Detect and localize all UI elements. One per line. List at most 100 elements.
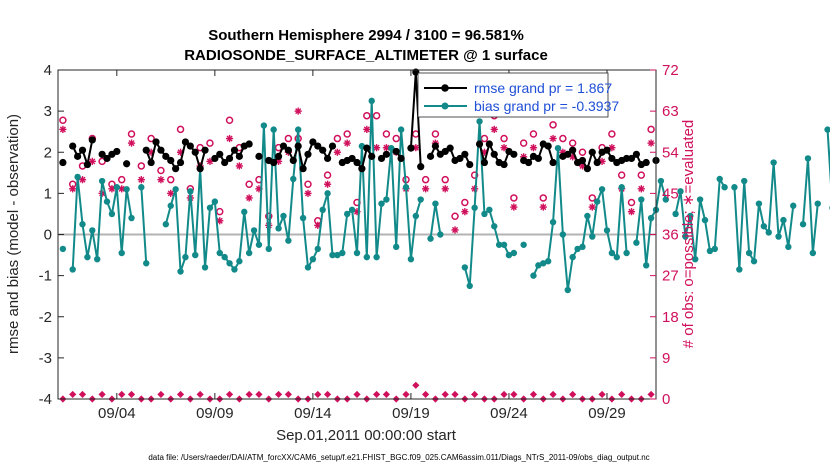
rmse-point <box>103 154 111 163</box>
bias-point <box>182 253 189 261</box>
obs-evaluated-point <box>529 144 538 152</box>
bias-point <box>187 188 194 195</box>
obs-count-point <box>118 390 126 399</box>
rmse-point <box>196 165 204 173</box>
bias-point <box>407 255 415 263</box>
rmse-point <box>417 163 425 171</box>
bias-point <box>574 245 581 253</box>
bias-point <box>471 204 478 211</box>
obs-count-point <box>412 381 420 389</box>
y-tick-label: -2 <box>39 309 52 326</box>
rmse-point <box>328 142 337 150</box>
bias-point <box>755 200 763 207</box>
rmse-point <box>162 152 170 160</box>
bias-point <box>324 190 331 197</box>
rmse-point <box>353 158 361 167</box>
obs-possible-point <box>265 212 273 220</box>
rmse-point <box>147 158 155 167</box>
legend-bias-label: bias grand pr = -0.3937 <box>474 98 619 114</box>
y-right-tick-label: 27 <box>662 268 679 285</box>
bias-point <box>285 237 292 244</box>
bias-point <box>393 243 400 251</box>
obs-evaluated-point <box>422 185 430 193</box>
obs-count-point <box>78 390 87 399</box>
chart-title-line1: Southern Hemisphere 2994 / 3100 = 96.581… <box>208 27 524 44</box>
bias-point <box>221 253 228 261</box>
bias-point <box>540 260 547 267</box>
y-tick-label: -4 <box>39 391 52 408</box>
axis-tick-layer: 09/04 09/09 09/14 09/19 09/24 09/29 -4 -3 -2 -1 0 1… <box>39 62 679 422</box>
bias-point <box>172 186 179 193</box>
y-tick-label: -3 <box>39 350 52 367</box>
bias-point <box>314 245 321 253</box>
rmse-point <box>181 138 190 146</box>
obs-count-point <box>323 390 332 399</box>
bias-point <box>378 200 385 207</box>
bias-point <box>236 258 243 265</box>
rmse-point <box>216 150 224 158</box>
bias-point <box>721 184 728 191</box>
y-tick-label: 0 <box>44 227 52 244</box>
obs-possible-point <box>470 171 479 179</box>
obs-possible-point <box>284 134 293 143</box>
y-right-tick-label: 45 <box>662 185 679 202</box>
obs-count-point <box>529 390 538 399</box>
obs-evaluated-point <box>225 134 234 143</box>
rmse-point <box>186 142 194 150</box>
x-tick-label: 09/04 <box>98 405 136 422</box>
rmse-point <box>588 148 596 156</box>
obs-evaluated-point <box>333 148 341 156</box>
bias-point <box>260 122 268 129</box>
obs-count-point <box>225 390 234 399</box>
rmse-point <box>221 158 229 167</box>
rmse-point <box>69 142 77 150</box>
obs-possible-point <box>539 194 548 202</box>
obs-count-point <box>255 390 263 399</box>
bias-point <box>706 247 714 255</box>
rmse-point <box>397 154 405 163</box>
bias-point <box>711 245 719 253</box>
bias-point <box>108 210 116 218</box>
bias-point <box>672 210 679 218</box>
rmse-point <box>191 148 199 156</box>
obs-possible-point <box>382 130 391 138</box>
bias-point <box>770 159 777 166</box>
bias-point <box>231 266 238 273</box>
bias-point <box>544 258 552 265</box>
obs-evaluated-point <box>363 125 371 134</box>
obs-evaluated-point <box>451 226 459 234</box>
obs-possible-point <box>176 125 185 134</box>
bias-point <box>265 245 272 253</box>
bias-point <box>696 196 704 203</box>
rmse-point <box>578 156 587 165</box>
obs-possible-point <box>117 175 126 184</box>
legend-bias-marker <box>441 102 449 110</box>
obs-count-point <box>618 390 626 399</box>
bias-point <box>809 249 817 257</box>
bias-point <box>437 231 444 238</box>
bias-point <box>814 200 821 207</box>
bias-point <box>491 223 498 230</box>
obs-count-point <box>471 390 479 399</box>
bias-point <box>642 262 650 269</box>
bias-point <box>206 204 214 211</box>
bias-point <box>270 126 277 133</box>
bias-point <box>290 175 297 183</box>
bias-point <box>339 249 346 257</box>
bias-point <box>736 266 743 273</box>
bias-point <box>589 233 596 240</box>
rmse-point <box>304 150 312 158</box>
obs-evaluated-point <box>78 176 87 184</box>
bias-point <box>701 216 709 224</box>
obs-evaluated-point <box>157 176 165 184</box>
obs-count-point <box>176 390 185 399</box>
obs-evaluated-point <box>59 125 67 134</box>
rmse-point <box>632 150 640 158</box>
bias-point <box>167 202 174 209</box>
rmse-point <box>245 140 253 148</box>
bias-point <box>79 221 86 228</box>
obs-count-point <box>402 390 410 399</box>
bias-point <box>647 214 655 222</box>
x-tick-label: 09/24 <box>490 405 528 422</box>
